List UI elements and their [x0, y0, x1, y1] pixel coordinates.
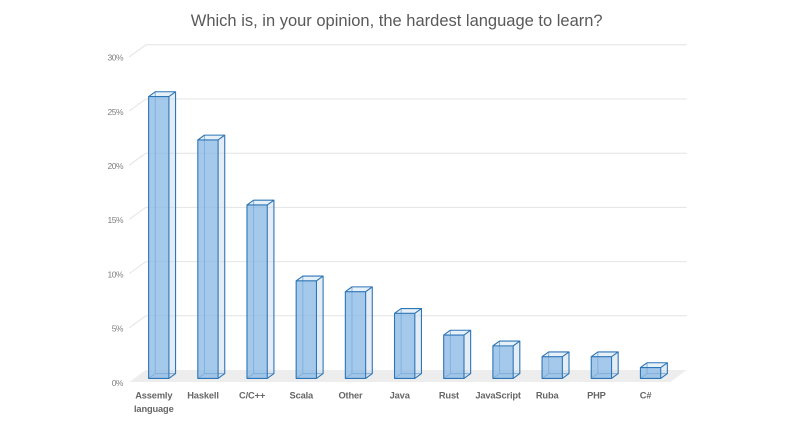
svg-text:20%: 20% [107, 161, 123, 171]
svg-text:Rust: Rust [439, 391, 459, 401]
svg-text:Other: Other [338, 391, 363, 401]
svg-text:30%: 30% [107, 53, 123, 63]
svg-text:language: language [134, 404, 174, 414]
svg-text:Java: Java [390, 391, 411, 401]
svg-text:PHP: PHP [587, 391, 606, 401]
svg-text:C#: C# [640, 391, 653, 401]
svg-text:Haskell: Haskell [187, 391, 219, 401]
svg-text:15%: 15% [107, 215, 123, 225]
svg-text:0%: 0% [112, 378, 124, 388]
svg-text:JavaScript: JavaScript [475, 391, 521, 401]
svg-text:Ruba: Ruba [536, 391, 560, 401]
svg-text:10%: 10% [107, 269, 123, 279]
svg-text:C/C++: C/C++ [239, 391, 266, 401]
svg-text:5%: 5% [112, 324, 124, 334]
svg-text:Which is, in your opinion, the: Which is, in your opinion, the hardest l… [191, 12, 603, 30]
svg-text:Scala: Scala [290, 391, 315, 401]
svg-text:Assemly: Assemly [135, 391, 173, 401]
svg-text:25%: 25% [107, 107, 123, 117]
